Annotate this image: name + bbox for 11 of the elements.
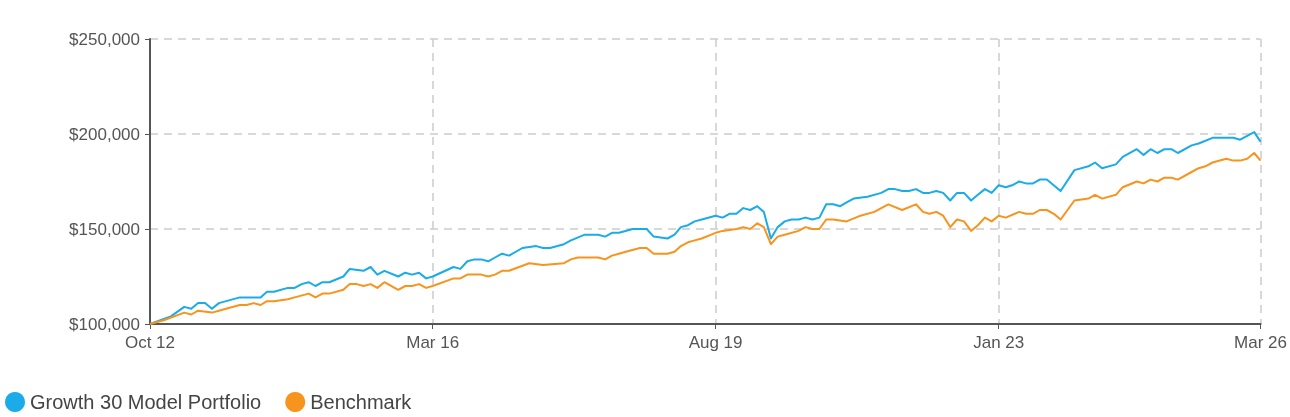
y-tick-label: $200,000 bbox=[69, 124, 140, 144]
legend-label: Benchmark bbox=[310, 391, 413, 413]
y-tick-label: $150,000 bbox=[69, 219, 140, 239]
y-tick-label: $100,000 bbox=[69, 314, 140, 334]
x-tick-label: Mar 26 bbox=[1234, 333, 1288, 352]
x-tick-label: Aug 19 bbox=[688, 333, 743, 352]
y-tick-label: $250,000 bbox=[69, 29, 140, 49]
x-tick-label: Jan 23 bbox=[973, 333, 1025, 352]
x-tick-label: Mar 16 bbox=[406, 333, 460, 352]
x-tick-label: Oct 12 bbox=[124, 333, 176, 352]
legend-label: Growth 30 Model Portfolio bbox=[30, 391, 262, 413]
